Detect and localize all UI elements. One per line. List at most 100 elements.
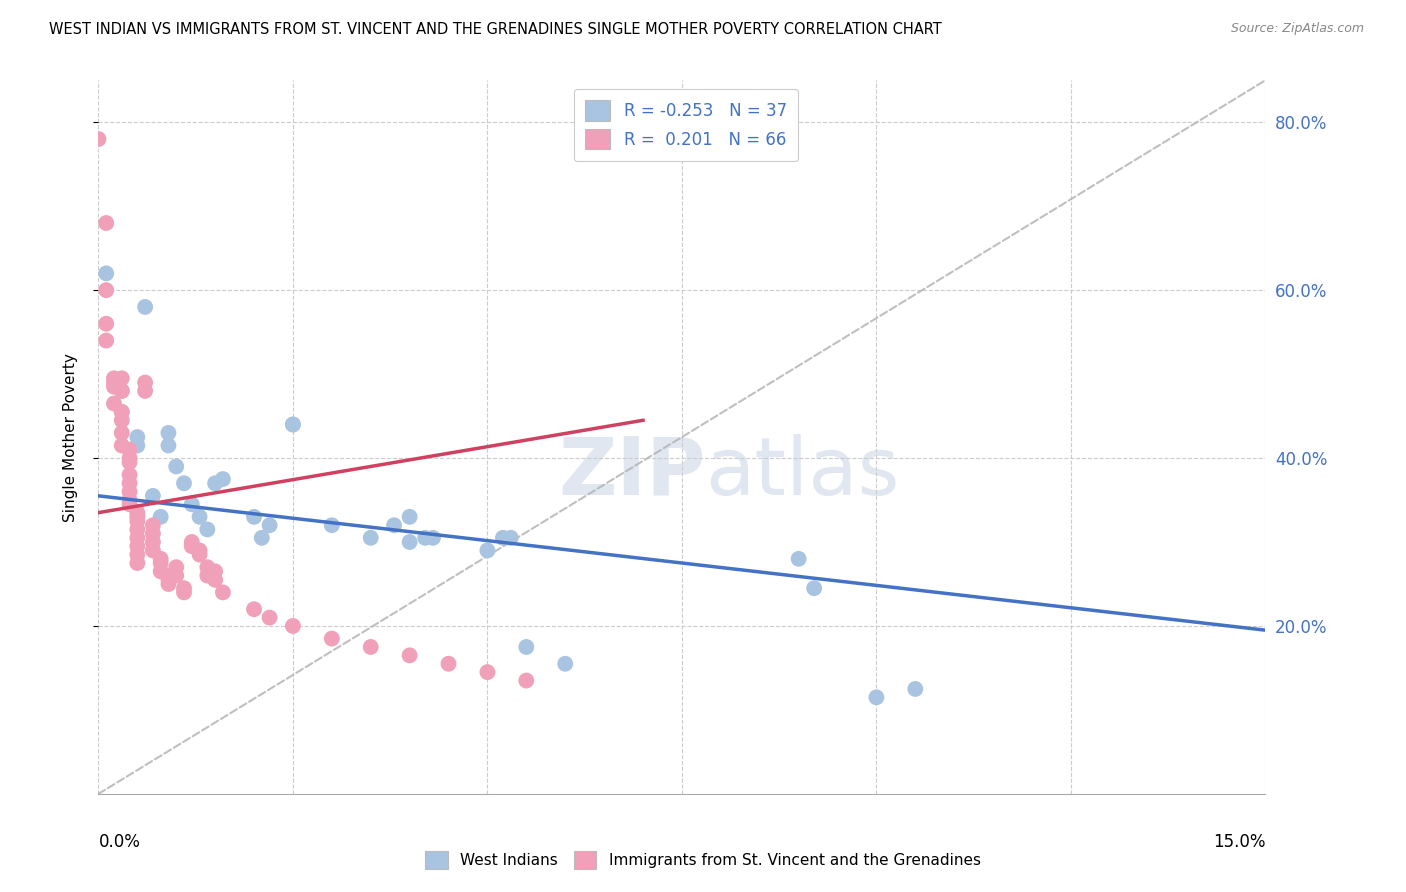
Legend: West Indians, Immigrants from St. Vincent and the Grenadines: West Indians, Immigrants from St. Vincen… — [419, 845, 987, 875]
Point — [321, 518, 343, 533]
Point — [212, 472, 235, 486]
Point — [360, 640, 382, 654]
Point — [413, 531, 436, 545]
Point — [865, 690, 887, 705]
Point — [118, 476, 141, 491]
Point — [243, 602, 266, 616]
Point — [554, 657, 576, 671]
Point — [165, 459, 187, 474]
Point — [111, 371, 134, 385]
Point — [803, 581, 825, 595]
Point — [250, 531, 273, 545]
Legend: R = -0.253   N = 37, R =  0.201   N = 66: R = -0.253 N = 37, R = 0.201 N = 66 — [574, 88, 799, 161]
Text: Source: ZipAtlas.com: Source: ZipAtlas.com — [1230, 22, 1364, 36]
Point — [259, 518, 281, 533]
Text: 15.0%: 15.0% — [1213, 833, 1265, 851]
Point — [360, 531, 382, 545]
Text: 0.0%: 0.0% — [98, 833, 141, 851]
Point — [127, 531, 149, 545]
Point — [157, 438, 180, 452]
Point — [103, 396, 125, 410]
Point — [127, 539, 149, 553]
Point — [142, 535, 165, 549]
Point — [127, 548, 149, 562]
Point — [157, 573, 180, 587]
Point — [103, 371, 125, 385]
Text: WEST INDIAN VS IMMIGRANTS FROM ST. VINCENT AND THE GRENADINES SINGLE MOTHER POVE: WEST INDIAN VS IMMIGRANTS FROM ST. VINCE… — [49, 22, 942, 37]
Point — [499, 531, 522, 545]
Point — [188, 548, 211, 562]
Point — [111, 425, 134, 440]
Point — [204, 565, 226, 579]
Point — [118, 484, 141, 499]
Point — [142, 518, 165, 533]
Point — [321, 632, 343, 646]
Point — [173, 585, 195, 599]
Point — [127, 430, 149, 444]
Point — [134, 300, 156, 314]
Point — [127, 556, 149, 570]
Point — [212, 585, 235, 599]
Point — [477, 543, 499, 558]
Y-axis label: Single Mother Poverty: Single Mother Poverty — [63, 352, 77, 522]
Point — [103, 376, 125, 390]
Point — [142, 526, 165, 541]
Point — [180, 497, 202, 511]
Point — [149, 509, 172, 524]
Point — [142, 543, 165, 558]
Point — [111, 438, 134, 452]
Point — [188, 543, 211, 558]
Point — [204, 573, 226, 587]
Point — [382, 518, 405, 533]
Point — [477, 665, 499, 680]
Point — [103, 380, 125, 394]
Point — [398, 535, 420, 549]
Point — [142, 489, 165, 503]
Point — [157, 577, 180, 591]
Point — [398, 648, 420, 663]
Point — [118, 442, 141, 457]
Point — [96, 283, 118, 297]
Point — [398, 509, 420, 524]
Point — [134, 384, 156, 398]
Point — [204, 476, 226, 491]
Point — [111, 384, 134, 398]
Point — [437, 657, 460, 671]
Point — [165, 568, 187, 582]
Point — [157, 425, 180, 440]
Point — [111, 405, 134, 419]
Point — [904, 681, 927, 696]
Point — [149, 565, 172, 579]
Point — [195, 568, 218, 582]
Point — [157, 568, 180, 582]
Point — [149, 551, 172, 566]
Point — [127, 438, 149, 452]
Point — [515, 673, 537, 688]
Point — [195, 560, 218, 574]
Point — [127, 506, 149, 520]
Point — [281, 619, 304, 633]
Point — [118, 493, 141, 508]
Text: ZIP: ZIP — [558, 434, 706, 512]
Point — [134, 376, 156, 390]
Point — [173, 476, 195, 491]
Point — [118, 451, 141, 466]
Point — [195, 523, 218, 537]
Point — [96, 216, 118, 230]
Point — [149, 556, 172, 570]
Point — [188, 509, 211, 524]
Point — [422, 531, 444, 545]
Point — [515, 640, 537, 654]
Point — [96, 334, 118, 348]
Point — [111, 405, 134, 419]
Point — [127, 514, 149, 528]
Point — [492, 531, 515, 545]
Point — [787, 551, 810, 566]
Point — [243, 509, 266, 524]
Point — [96, 317, 118, 331]
Point — [180, 535, 202, 549]
Point — [180, 539, 202, 553]
Point — [127, 523, 149, 537]
Point — [111, 413, 134, 427]
Point — [173, 581, 195, 595]
